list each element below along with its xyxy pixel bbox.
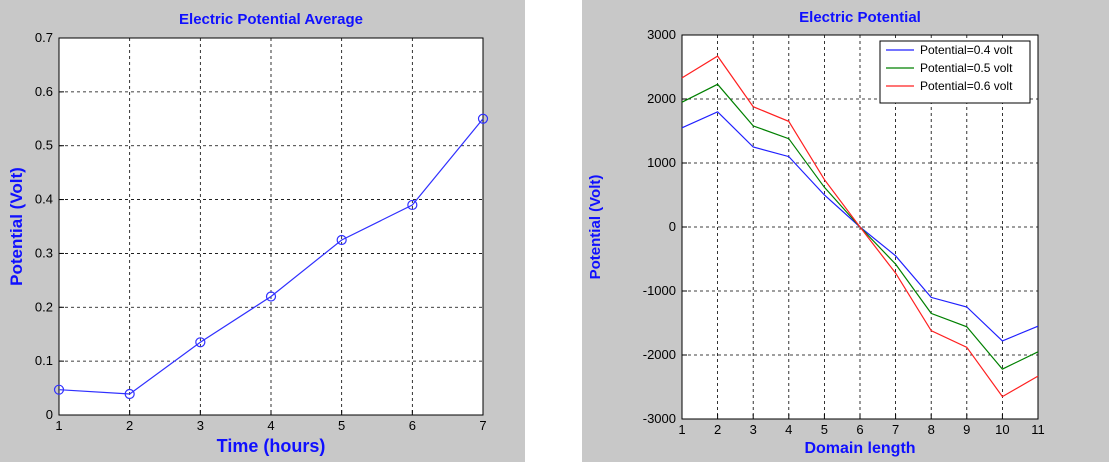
chart-left-series-0-point-0 (53, 384, 65, 395)
chart-right-xlabel: Domain length (804, 440, 915, 457)
chart-left-title: Electric Potential Average (179, 11, 363, 28)
chart-left-xtick-label-5: 6 (409, 418, 416, 433)
chart-right-legend-label-0: Potential=0.4 volt (920, 43, 1013, 57)
chart-right-ytick-label-2: -1000 (643, 283, 676, 298)
chart-right-ytick-label-3: 0 (669, 219, 676, 234)
chart-right-figure: 1 2 3 4 5 6 7 8 9 10 11 -3000 -2000 -1000 0 1000 2000 300… (582, 0, 1109, 462)
chart-right-xtick-label-6: 7 (892, 422, 899, 437)
chart-left-series-0-point-6 (477, 113, 489, 124)
chart-right-ytick-label-6: 3000 (647, 27, 676, 42)
chart-left-ytick-label-4: 0.4 (35, 192, 53, 207)
chart-left-series-0-point-5 (407, 199, 418, 211)
chart-left-ylabel: Potential (Volt) (7, 167, 26, 286)
chart-right-svg: 1 2 3 4 5 6 7 8 9 10 11 -3000 -2000 -1000 0 1000 2000 300… (587, 9, 1045, 457)
chart-right-xtick-label-2: 3 (750, 422, 757, 437)
chart-left-xtick-label-6: 7 (479, 418, 486, 433)
chart-right-legend-box (879, 40, 1031, 104)
chart-right-legend-label-1: Potential=0.5 volt (920, 61, 1013, 75)
chart-left-xtick-label-4: 5 (338, 418, 345, 433)
chart-left-xtick-label-0: 1 (55, 418, 62, 433)
chart-right-xtick-label-1: 2 (714, 422, 721, 437)
chart-left-xlabel: Time (hours) (217, 436, 326, 456)
chart-right-xtick-label-7: 8 (928, 422, 935, 437)
chart-left-series-0-line (58, 118, 484, 395)
chart-left-ytick-label-5: 0.5 (35, 138, 53, 153)
chart-left-series-0-point-1 (124, 388, 135, 400)
chart-right-ytick-label-0: -3000 (643, 411, 676, 426)
chart-left-xtick-label-3: 4 (267, 418, 274, 433)
chart-right-ylabel: Potential (Volt) (587, 175, 604, 280)
chart-right-ytick-label-1: -2000 (643, 347, 676, 362)
chart-right-ytick-label-5: 2000 (647, 91, 676, 106)
chart-right-xtick-label-10: 11 (1031, 422, 1045, 437)
chart-right-xtick-label-3: 4 (785, 422, 792, 437)
chart-right-xtick-label-5: 6 (856, 422, 863, 437)
chart-left-figure: 1 2 3 4 5 6 7 0 0.1 0.2 0.3 0.4 0.5 0.6 0.7 Electric Po… (0, 0, 525, 462)
chart-right-xtick-label-9: 10 (995, 422, 1009, 437)
chart-left-ytick-label-6: 0.6 (35, 84, 53, 99)
chart-left-ytick-label-2: 0.2 (35, 299, 53, 314)
chart-right-xtick-label-4: 5 (821, 422, 828, 437)
chart-left-svg: 1 2 3 4 5 6 7 0 0.1 0.2 0.3 0.4 0.5 0.6 0.7 Electric Po… (7, 11, 489, 456)
chart-left-series-0-point-4 (336, 234, 347, 246)
chart-left-ytick-label-1: 0.1 (35, 353, 53, 368)
chart-right-legend-label-2: Potential=0.6 volt (920, 79, 1013, 93)
chart-left-xtick-label-2: 3 (197, 418, 204, 433)
chart-right-title: Electric Potential (799, 9, 921, 26)
chart-left-ytick-label-0: 0 (46, 407, 53, 422)
chart-right-xtick-label-8: 9 (963, 422, 970, 437)
chart-right-series-2-line (681, 55, 1039, 398)
chart-left-xtick-label-1: 2 (126, 418, 133, 433)
chart-right-ytick-label-4: 1000 (647, 155, 676, 170)
chart-left-ytick-label-3: 0.3 (35, 245, 53, 260)
chart-left-series-0-point-2 (195, 337, 206, 348)
chart-right-xtick-label-0: 1 (678, 422, 685, 437)
chart-left-ytick-label-7: 0.7 (35, 30, 53, 45)
chart-left-series-0-point-3 (265, 291, 277, 302)
